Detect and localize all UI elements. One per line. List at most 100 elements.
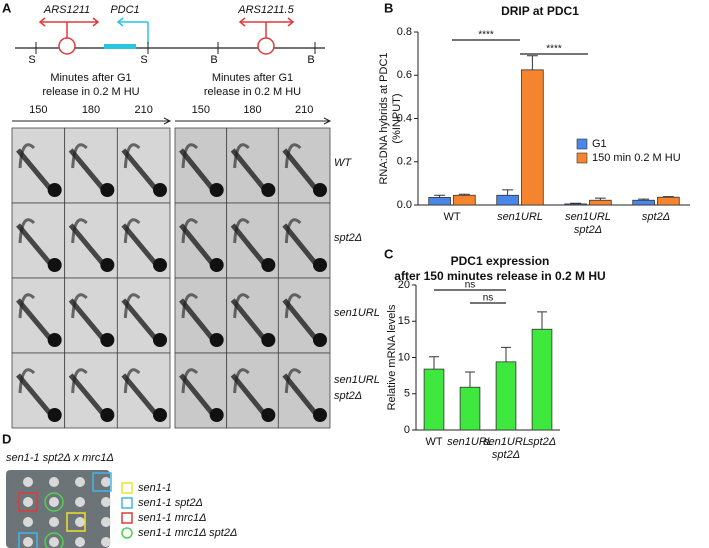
y-tick-label: 5	[404, 388, 410, 400]
gel-arc	[233, 143, 250, 169]
y-tick-label: 10	[398, 351, 410, 363]
gel-spot	[153, 258, 167, 272]
error-bar	[465, 371, 475, 388]
colony	[75, 537, 85, 547]
gel-spot	[261, 408, 276, 422]
error-bar	[537, 311, 547, 330]
error-bar	[662, 196, 674, 198]
time-label: 150	[29, 104, 47, 116]
colony	[23, 497, 33, 507]
gel-spot	[313, 408, 327, 422]
gel-spot	[261, 333, 276, 347]
colony	[75, 497, 85, 507]
x-tick-label: spt2Δ	[642, 211, 670, 223]
gel-spot	[100, 258, 115, 272]
feature-label: ARS1211.5	[237, 4, 294, 16]
y-tick-label: 0.4	[397, 112, 412, 124]
block-heading: release in 0.2 M HU	[42, 86, 139, 98]
gel-spot	[209, 183, 224, 197]
legend-label: sen1-1 spt2Δ	[138, 497, 203, 509]
colony	[101, 537, 111, 547]
gel-arc	[181, 368, 199, 394]
arrow-head	[38, 17, 46, 27]
colony	[23, 477, 33, 487]
bar	[453, 194, 476, 206]
colony	[101, 517, 111, 527]
error-bar	[594, 197, 606, 201]
time-label: 210	[295, 104, 313, 116]
legend-label: G1	[592, 138, 607, 150]
gel-spot	[47, 333, 62, 347]
gel-arc	[123, 293, 141, 319]
gel-arc	[123, 368, 141, 394]
arrow-head	[323, 117, 332, 125]
y-tick-label: 15	[398, 315, 410, 327]
x-tick-label: sen1URL	[447, 436, 493, 448]
chart-title: DRIP at PDC1	[501, 4, 579, 18]
arrow-head	[287, 17, 295, 27]
y-tick-label: 0.8	[397, 26, 412, 38]
gel-arc	[284, 143, 302, 169]
x-tick-label: sen1URL spt2Δ	[565, 211, 611, 236]
gel-arc	[284, 218, 302, 244]
gel-spot	[47, 183, 62, 197]
bar	[632, 199, 655, 206]
arrow-head	[92, 17, 100, 27]
gel-spot	[47, 258, 62, 272]
y-axis-label: Relative mRNA levels	[386, 304, 398, 410]
legend-marker	[121, 497, 133, 509]
gel-arc	[71, 218, 88, 244]
bar	[495, 361, 517, 431]
gel-arc	[18, 218, 36, 244]
colony	[49, 477, 59, 487]
colony	[49, 497, 59, 507]
chart-title: PDC1 expression	[451, 254, 550, 268]
gel-spot	[209, 258, 224, 272]
site-label: S	[28, 54, 35, 66]
x-tick-label: spt2Δ	[528, 436, 556, 448]
legend-marker	[121, 482, 133, 494]
gel-arc	[233, 368, 250, 394]
time-label: 180	[82, 104, 100, 116]
panel-title: sen1-1 spt2Δ x mrc1Δ	[6, 452, 114, 464]
annotation: ****	[546, 44, 562, 55]
x-tick-label: sen1URL	[497, 211, 543, 223]
gel-spot	[153, 183, 167, 197]
block-heading: Minutes after G1	[50, 72, 131, 84]
colony	[49, 537, 59, 547]
genotype-mark	[92, 472, 112, 492]
x-tick-label: WT	[443, 211, 460, 223]
x-tick-label: WT	[425, 436, 442, 448]
y-tick-label: 0	[404, 424, 410, 436]
genotype-mark	[66, 512, 86, 532]
row-label: spt2Δ	[334, 390, 362, 402]
origin	[257, 37, 275, 55]
error-bar	[501, 346, 511, 362]
gel-spot	[261, 258, 276, 272]
gel-spot	[153, 333, 167, 347]
gel-arc	[18, 143, 36, 169]
gel-arc	[18, 293, 36, 319]
colony	[75, 477, 85, 487]
row-label: spt2Δ	[334, 232, 362, 244]
colony	[101, 477, 111, 487]
panel-letter: C	[384, 246, 394, 261]
gel-arc	[181, 293, 199, 319]
annotation: ns	[483, 293, 494, 304]
gel-arc	[18, 368, 36, 394]
colony	[101, 497, 111, 507]
origin	[58, 37, 76, 55]
y-tick-label: 20	[398, 279, 410, 291]
site-label: B	[210, 54, 217, 66]
panel-letter: A	[2, 0, 12, 15]
legend-label: 150 min 0.2 M HU	[592, 152, 681, 164]
colony	[23, 537, 33, 547]
gel-spot	[47, 408, 62, 422]
chart-subtitle: after 150 minutes release in 0.2 M HU	[394, 269, 605, 283]
genotype-mark	[18, 492, 38, 512]
colony	[75, 517, 85, 527]
arrow-head	[163, 117, 172, 125]
y-tick-label: 0.6	[397, 69, 412, 81]
feature-label: ARS1211	[43, 4, 90, 16]
annotation: ns	[465, 280, 476, 291]
